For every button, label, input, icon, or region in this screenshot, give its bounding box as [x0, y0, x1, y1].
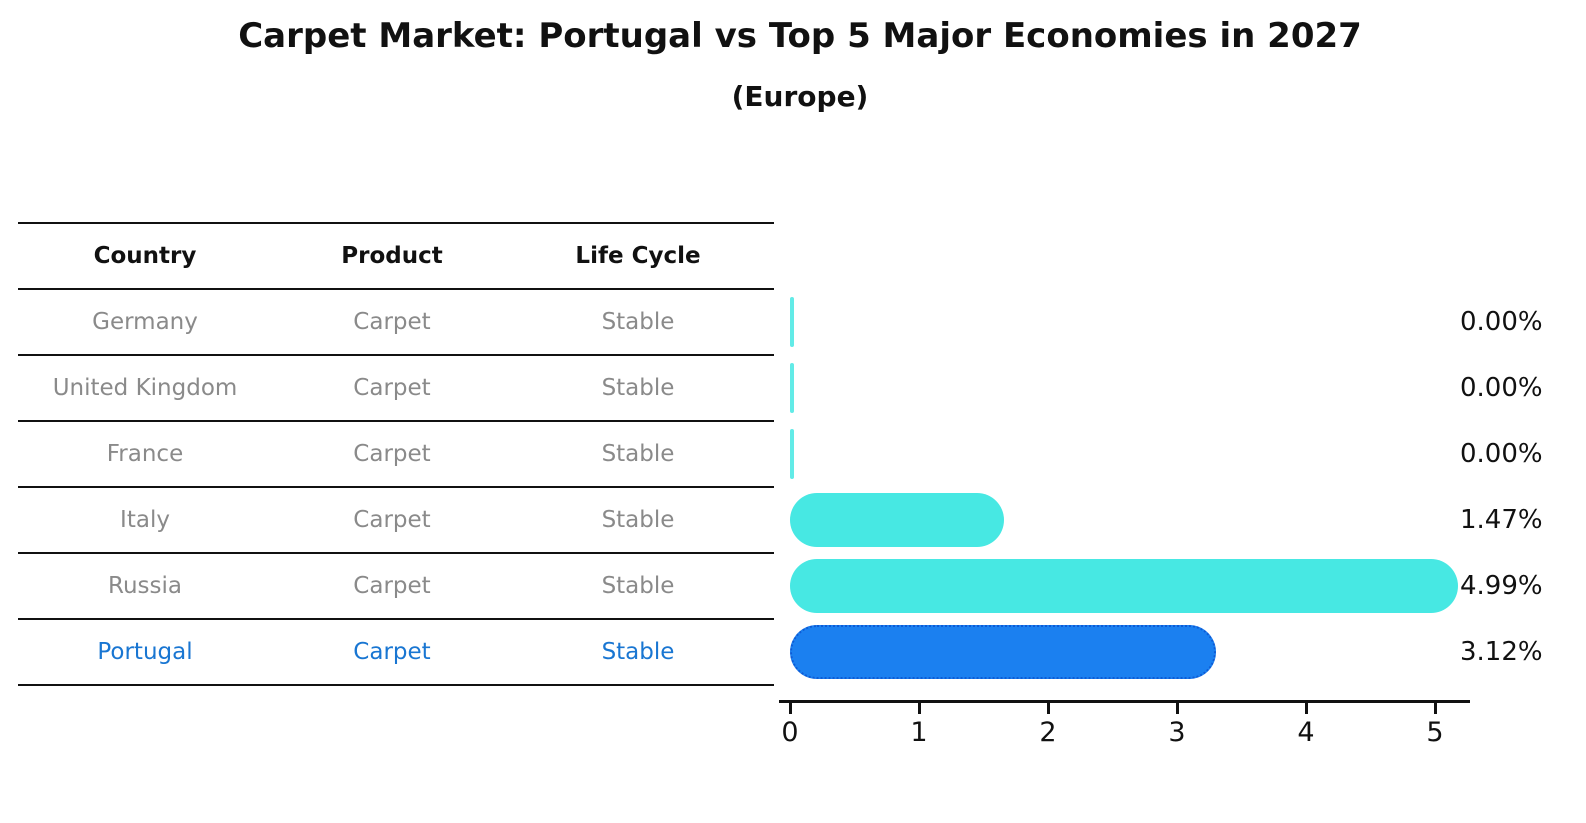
x-axis-tick-label: 0 [781, 717, 799, 748]
x-axis-tick [1434, 703, 1437, 714]
table-row: France Carpet Stable [0, 421, 774, 487]
table-divider [18, 486, 774, 488]
table-divider [18, 288, 774, 290]
country-cell: France [106, 441, 184, 467]
bar-portugal-highlighted [790, 625, 1217, 679]
x-axis-tick [1305, 703, 1308, 714]
life-cycle-cell: Stable [601, 639, 675, 665]
value-label: 1.47% [1460, 505, 1543, 535]
value-label: 0.00% [1460, 439, 1543, 469]
table-row: Germany Carpet Stable [0, 289, 774, 355]
x-axis-tick-label: 1 [910, 717, 928, 748]
value-label: 3.12% [1460, 637, 1543, 667]
column-header-country: Country [93, 243, 197, 269]
value-label: 4.99% [1460, 571, 1543, 601]
x-axis-tick [1047, 703, 1050, 714]
x-axis-line [779, 700, 1470, 703]
product-cell: Carpet [353, 573, 431, 599]
country-cell: Italy [120, 507, 170, 533]
table-divider [18, 618, 774, 620]
table-row: United Kingdom Carpet Stable [0, 355, 774, 421]
product-cell: Carpet [353, 309, 431, 335]
bar-russia [790, 559, 1458, 613]
country-cell: Portugal [97, 639, 193, 665]
value-label: 0.00% [1460, 373, 1543, 403]
life-cycle-cell: Stable [601, 375, 675, 401]
bar-italy [790, 493, 1004, 547]
table-divider [18, 420, 774, 422]
x-axis-tick-label: 2 [1039, 717, 1057, 748]
chart-title: Carpet Market: Portugal vs Top 5 Major E… [238, 16, 1362, 56]
product-cell: Carpet [353, 375, 431, 401]
product-cell: Carpet [353, 507, 431, 533]
product-cell: Carpet [353, 441, 431, 467]
table-row: Italy Carpet Stable [0, 487, 774, 553]
column-header-product: Product [341, 243, 443, 269]
country-cell: United Kingdom [52, 375, 238, 401]
chart-subtitle: (Europe) [731, 80, 869, 113]
table-divider [18, 684, 774, 686]
bar-france [790, 429, 794, 479]
bar-germany [790, 297, 794, 347]
table-divider [18, 222, 774, 224]
product-cell: Carpet [353, 639, 431, 665]
x-axis-tick [918, 703, 921, 714]
country-cell: Germany [92, 309, 198, 335]
value-label: 0.00% [1460, 307, 1543, 337]
life-cycle-cell: Stable [601, 309, 675, 335]
column-header-life-cycle: Life Cycle [575, 243, 701, 269]
country-cell: Russia [108, 573, 182, 599]
x-axis-tick [1176, 703, 1179, 714]
table-header-row: Country Product Life Cycle [0, 223, 774, 289]
table-divider [18, 552, 774, 554]
x-axis-tick-label: 3 [1168, 717, 1186, 748]
life-cycle-cell: Stable [601, 573, 675, 599]
table-row-highlighted: Portugal Carpet Stable [0, 619, 774, 685]
bar-united-kingdom [790, 363, 794, 413]
life-cycle-cell: Stable [601, 441, 675, 467]
x-axis-tick-label: 5 [1426, 717, 1444, 748]
x-axis-tick-label: 4 [1297, 717, 1315, 748]
x-axis-tick [789, 703, 792, 714]
table-row: Russia Carpet Stable [0, 553, 774, 619]
life-cycle-cell: Stable [601, 507, 675, 533]
table-divider [18, 354, 774, 356]
